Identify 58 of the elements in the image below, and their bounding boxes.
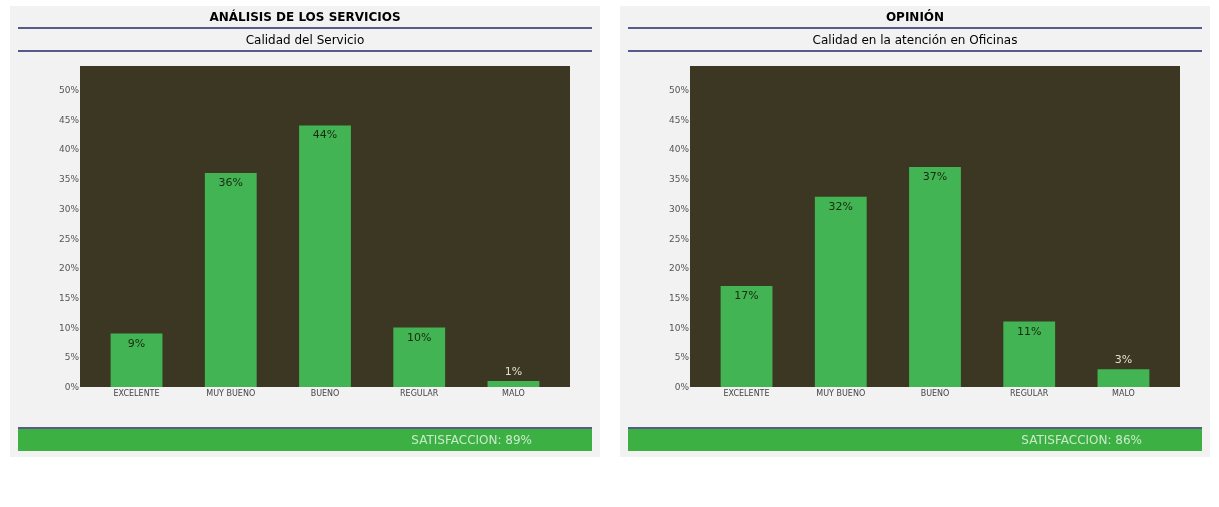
x-tick-label: REGULAR [400,389,439,398]
x-tick-label: EXCELENTE [113,389,160,398]
x-tick-label: MALO [502,389,525,398]
y-tick-label: 20% [58,263,80,274]
bar [393,327,446,387]
bar [814,196,867,387]
data-label: 44% [312,128,338,142]
y-tick-label: 0% [64,382,80,393]
y-tick-label: 10% [668,322,690,333]
x-tick-label: BUENO [310,389,340,398]
text: SATISFACCION: 89% [18,427,592,451]
y-tick-label: 5% [674,352,690,363]
y-tick-label: 25% [58,233,80,244]
data-label: 37% [922,170,948,184]
x-tick-label: MUY BUENO [206,389,256,398]
data-label: 3% [1114,353,1133,367]
data-label: 36% [218,176,243,189]
data-label: 9% [127,336,146,350]
data-label: 32% [828,199,853,213]
y-tick-label: 30% [58,203,80,214]
bar [720,285,773,387]
y-tick-label: 40% [58,144,80,155]
data-label: 1% [504,365,523,379]
bar [110,333,163,387]
x-tick-label: MALO [1112,389,1135,398]
data-label: 11% [1017,324,1042,338]
data-label: 17% [734,288,759,302]
x-tick-label: EXCELENTE [723,389,770,398]
chart-subtitle: Calidad en la atención en Oficinas [628,29,1202,52]
y-tick-label: 45% [668,114,690,125]
y-tick-label: 50% [58,84,80,95]
x-tick-label: BUENO [920,389,950,398]
bar [487,381,540,387]
y-tick-label: 35% [58,174,80,185]
y-tick-label: 0% [674,382,690,393]
x-tick-label: MUY BUENO [816,389,866,398]
text: SATISFACCION: 86% [628,427,1202,451]
y-tick-label: 15% [668,292,690,303]
bar [1003,321,1056,387]
y-tick-label: 25% [668,233,690,244]
y-tick-label: 20% [668,263,690,274]
y-tick-label: 10% [58,322,80,333]
y-tick-label: 15% [58,292,80,303]
y-tick-label: 45% [58,114,80,125]
bar [909,167,961,387]
y-tick-label: 40% [668,144,690,155]
chart-title: ANÁLISIS DE LOS SERVICIOS [18,6,592,29]
bar [1097,369,1150,387]
data-label: 10% [407,330,432,344]
chart-subtitle: Calidad del Servicio [18,29,592,52]
y-tick-label: 35% [668,174,690,185]
y-tick-label: 5% [64,352,80,363]
y-tick-label: 30% [668,203,690,214]
bar [204,173,257,387]
y-tick-label: 50% [668,84,690,95]
bar [299,125,351,387]
x-tick-label: REGULAR [1010,389,1049,398]
chart-title: OPINIÓN [628,6,1202,29]
